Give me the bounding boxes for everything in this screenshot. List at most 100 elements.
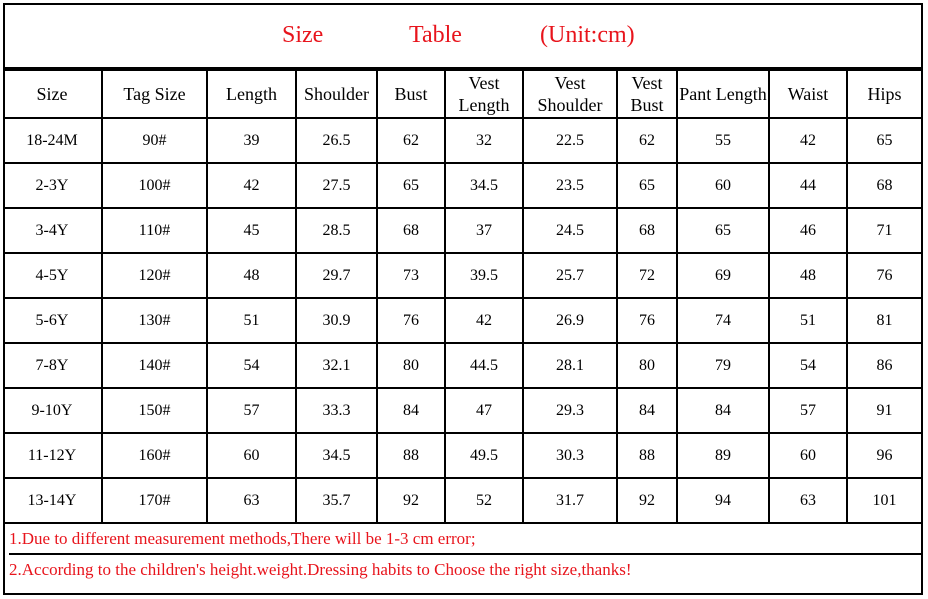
table-cell: 7-8Y bbox=[3, 342, 103, 389]
table-cell: 2-3Y bbox=[3, 162, 103, 209]
header-row: Size Tag Size Length Shoulder Bust Vest Lengt… bbox=[3, 69, 921, 119]
column-header: Length bbox=[206, 69, 297, 119]
table-cell: 35.7 bbox=[295, 477, 378, 524]
table-row: 2-3Y 100# 42 27.5 65 34.5 23.5 65 60 44 68 bbox=[3, 162, 921, 209]
table-cell: 30.3 bbox=[522, 432, 618, 479]
column-header: Hips bbox=[846, 69, 921, 119]
table-cell: 76 bbox=[376, 297, 446, 344]
table-cell: 65 bbox=[616, 162, 678, 209]
table-row: 5-6Y 130# 51 30.9 76 42 26.9 76 74 51 81 bbox=[3, 297, 921, 344]
table-cell: 63 bbox=[768, 477, 848, 524]
column-header: Pant Length bbox=[676, 69, 770, 119]
title-size: Size bbox=[282, 22, 324, 48]
table-cell: 60 bbox=[768, 432, 848, 479]
table-cell: 94 bbox=[676, 477, 770, 524]
notes: 1.Due to different measurement methods,T… bbox=[5, 524, 921, 584]
table-cell: 80 bbox=[376, 342, 446, 389]
table-cell: 76 bbox=[616, 297, 678, 344]
column-header: Vest Shoulder bbox=[522, 69, 618, 119]
table-cell: 25.7 bbox=[522, 252, 618, 299]
table-cell: 160# bbox=[101, 432, 208, 479]
table-cell: 60 bbox=[676, 162, 770, 209]
table-cell: 62 bbox=[616, 117, 678, 164]
table-cell: 42 bbox=[768, 117, 848, 164]
table-cell: 100# bbox=[101, 162, 208, 209]
table-cell: 84 bbox=[676, 387, 770, 434]
table-cell: 92 bbox=[616, 477, 678, 524]
table-cell: 42 bbox=[444, 297, 524, 344]
table-cell: 32.1 bbox=[295, 342, 378, 389]
title-table: Table bbox=[409, 22, 462, 48]
table-cell: 90# bbox=[101, 117, 208, 164]
table-cell: 57 bbox=[206, 387, 297, 434]
table-cell: 140# bbox=[101, 342, 208, 389]
table-cell: 30.9 bbox=[295, 297, 378, 344]
table-cell: 91 bbox=[846, 387, 921, 434]
table-row: 9-10Y 150# 57 33.3 84 47 29.3 84 84 57 91 bbox=[3, 387, 921, 434]
table-cell: 13-14Y bbox=[3, 477, 103, 524]
table-cell: 3-4Y bbox=[3, 207, 103, 254]
table-cell: 150# bbox=[101, 387, 208, 434]
table-cell: 48 bbox=[206, 252, 297, 299]
column-header: Vest Length bbox=[444, 69, 524, 119]
column-header: Tag Size bbox=[101, 69, 208, 119]
table-cell: 84 bbox=[616, 387, 678, 434]
column-header: Shoulder bbox=[295, 69, 378, 119]
table-cell: 68 bbox=[376, 207, 446, 254]
column-header: Size bbox=[3, 69, 103, 119]
table-cell: 37 bbox=[444, 207, 524, 254]
table-cell: 39.5 bbox=[444, 252, 524, 299]
table-cell: 23.5 bbox=[522, 162, 618, 209]
table-cell: 96 bbox=[846, 432, 921, 479]
table-cell: 51 bbox=[768, 297, 848, 344]
table-cell: 27.5 bbox=[295, 162, 378, 209]
table-row: 18-24M 90# 39 26.5 62 32 22.5 62 55 42 65 bbox=[3, 117, 921, 164]
table-cell: 9-10Y bbox=[3, 387, 103, 434]
table-cell: 28.5 bbox=[295, 207, 378, 254]
table-cell: 4-5Y bbox=[3, 252, 103, 299]
table-cell: 69 bbox=[676, 252, 770, 299]
title-bar: Size Table (Unit:cm) bbox=[5, 5, 921, 69]
table-cell: 101 bbox=[846, 477, 921, 524]
table-cell: 120# bbox=[101, 252, 208, 299]
table-cell: 29.7 bbox=[295, 252, 378, 299]
table-cell: 72 bbox=[616, 252, 678, 299]
table-cell: 42 bbox=[206, 162, 297, 209]
table-cell: 79 bbox=[676, 342, 770, 389]
table-row: 4-5Y 120# 48 29.7 73 39.5 25.7 72 69 48 76 bbox=[3, 252, 921, 299]
table-cell: 68 bbox=[616, 207, 678, 254]
table-cell: 80 bbox=[616, 342, 678, 389]
table-cell: 46 bbox=[768, 207, 848, 254]
table-cell: 22.5 bbox=[522, 117, 618, 164]
column-header: Bust bbox=[376, 69, 446, 119]
table-cell: 34.5 bbox=[444, 162, 524, 209]
table-cell: 26.9 bbox=[522, 297, 618, 344]
table-cell: 65 bbox=[846, 117, 921, 164]
column-header: Waist bbox=[768, 69, 848, 119]
table-cell: 73 bbox=[376, 252, 446, 299]
size-chart: Size Table (Unit:cm) Size Tag Size Length S… bbox=[3, 3, 923, 595]
note-1: 1.Due to different measurement methods,T… bbox=[9, 524, 921, 555]
table-row: 13-14Y 170# 63 35.7 92 52 31.7 92 94 63 101 bbox=[3, 477, 921, 524]
table-cell: 62 bbox=[376, 117, 446, 164]
table-cell: 110# bbox=[101, 207, 208, 254]
table-cell: 86 bbox=[846, 342, 921, 389]
table-cell: 130# bbox=[101, 297, 208, 344]
table-cell: 71 bbox=[846, 207, 921, 254]
table-cell: 29.3 bbox=[522, 387, 618, 434]
column-header: Vest Bust bbox=[616, 69, 678, 119]
table-cell: 51 bbox=[206, 297, 297, 344]
table-cell: 18-24M bbox=[3, 117, 103, 164]
table-cell: 5-6Y bbox=[3, 297, 103, 344]
table-cell: 54 bbox=[768, 342, 848, 389]
table-cell: 24.5 bbox=[522, 207, 618, 254]
table-cell: 28.1 bbox=[522, 342, 618, 389]
table-cell: 44.5 bbox=[444, 342, 524, 389]
note-2: 2.According to the children's height.wei… bbox=[9, 560, 632, 579]
table-cell: 31.7 bbox=[522, 477, 618, 524]
table-cell: 65 bbox=[376, 162, 446, 209]
table-cell: 32 bbox=[444, 117, 524, 164]
table-cell: 88 bbox=[376, 432, 446, 479]
table-cell: 89 bbox=[676, 432, 770, 479]
table-cell: 88 bbox=[616, 432, 678, 479]
